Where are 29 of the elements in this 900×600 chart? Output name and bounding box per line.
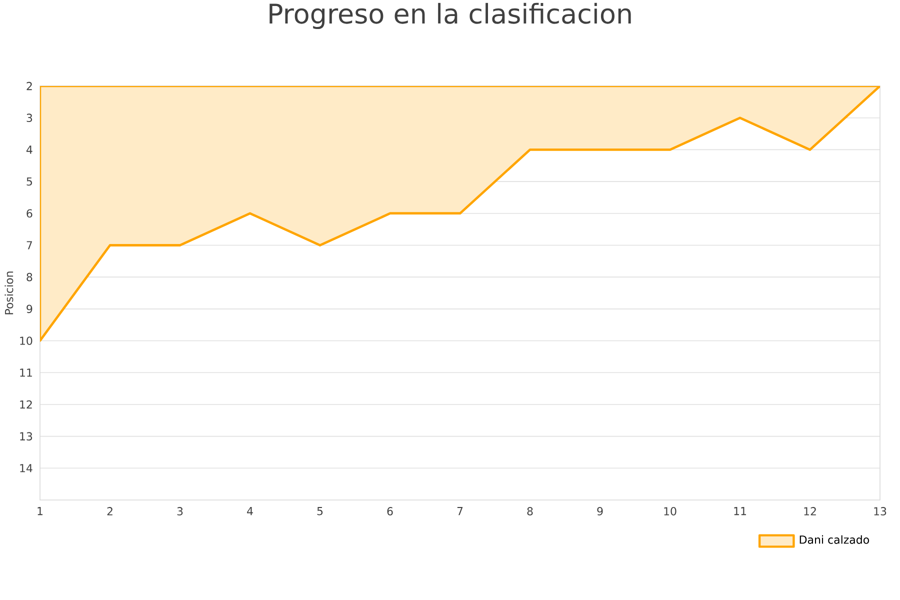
- x-tick-label: 4: [247, 507, 253, 516]
- y-tick-label: 6: [26, 209, 32, 218]
- y-tick-label: 5: [26, 177, 32, 186]
- y-tick-label: 12: [20, 400, 32, 409]
- y-tick-label: 11: [20, 368, 32, 377]
- x-tick-label: 2: [107, 507, 112, 516]
- x-tick-label: 12: [804, 507, 816, 516]
- x-tick-label: 7: [457, 507, 463, 516]
- y-tick-label: 14: [20, 464, 32, 472]
- x-tick-label: 9: [597, 507, 603, 516]
- legend-label: Dani calzado: [800, 535, 870, 544]
- y-tick-label: 4: [26, 146, 32, 154]
- chart-title: Progreso en la clasificacion: [270, 2, 631, 30]
- y-tick-label: 8: [26, 272, 32, 282]
- y-axis-title: Posicion: [4, 272, 14, 314]
- y-tick-label: 3: [26, 114, 32, 122]
- x-tick-label: 13: [874, 507, 886, 516]
- y-tick-label: 10: [20, 336, 32, 345]
- y-tick-label: 9: [26, 304, 32, 314]
- x-tick-label: 6: [387, 507, 393, 516]
- y-tick-label: 13: [20, 432, 32, 440]
- x-tick-label: 3: [177, 507, 183, 516]
- y-tick-label: 7: [26, 241, 32, 250]
- x-tick-label: 1: [38, 507, 42, 516]
- x-tick-label: 10: [664, 507, 676, 516]
- x-tick-label: 5: [317, 507, 323, 516]
- x-tick-label: 8: [527, 507, 533, 516]
- x-tick-label: 11: [734, 507, 746, 516]
- y-tick-label: 2: [26, 82, 32, 90]
